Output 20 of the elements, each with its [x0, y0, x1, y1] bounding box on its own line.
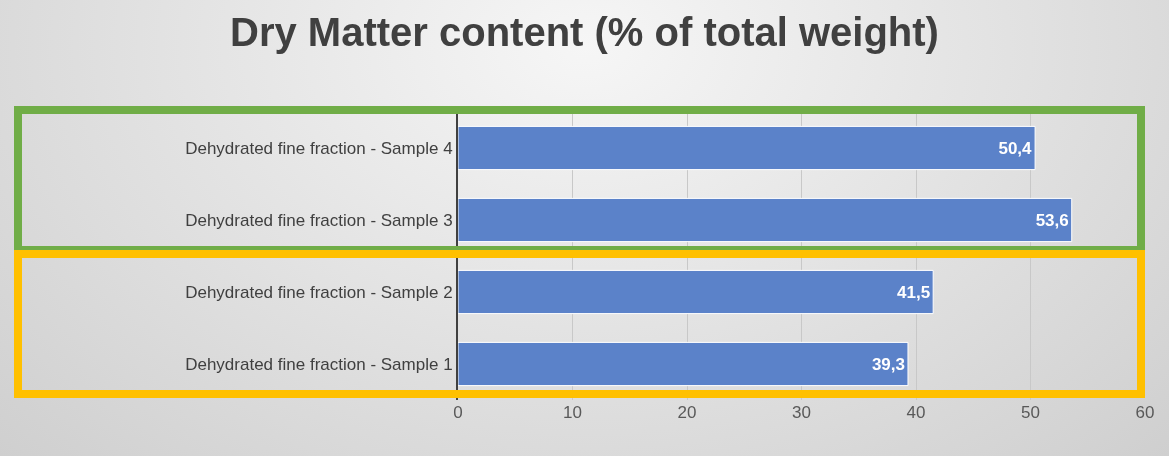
data-label: 41,5 — [897, 282, 931, 302]
x-tick-label: 0 — [453, 403, 463, 422]
x-tick-label: 40 — [906, 403, 926, 422]
bar — [458, 197, 1073, 243]
x-tick-label: 60 — [1135, 403, 1155, 422]
y-tick-label: Dehydrated fine fraction - Sample 1 — [185, 354, 453, 374]
y-tick-label: Dehydrated fine fraction - Sample 2 — [185, 282, 453, 302]
y-tick-label: Dehydrated fine fraction - Sample 4 — [185, 138, 453, 158]
data-label: 53,6 — [1035, 210, 1069, 230]
data-label: 50,4 — [998, 138, 1033, 158]
y-tick-label: Dehydrated fine fraction - Sample 3 — [185, 210, 453, 230]
x-tick-label: 30 — [792, 403, 811, 422]
x-tick-label: 50 — [1021, 403, 1040, 422]
bar — [458, 269, 934, 315]
chart-title: Dry Matter content (% of total weight) — [230, 9, 939, 54]
bar — [458, 341, 909, 387]
x-tick-label: 20 — [677, 403, 697, 422]
bar — [458, 125, 1036, 171]
data-label: 39,3 — [871, 354, 905, 374]
x-tick-label: 10 — [563, 403, 582, 422]
